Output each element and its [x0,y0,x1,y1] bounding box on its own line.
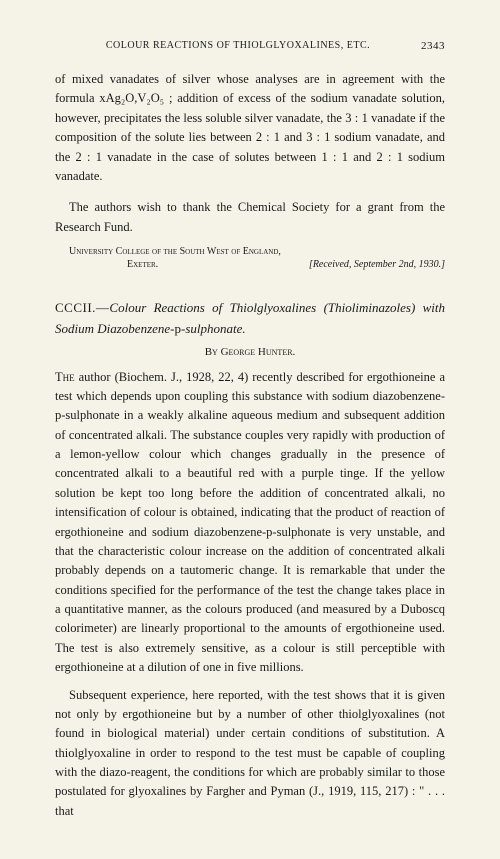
p1-first-word: The [55,370,75,384]
author-line: By George Hunter. [55,346,445,358]
affiliation-line1: University College of the South West of … [69,245,445,259]
received-date: [Received, September 2nd, 1930.] [309,259,445,270]
running-title: COLOUR REACTIONS OF THIOLGLYOXALINES, ET… [55,40,421,52]
page-container: COLOUR REACTIONS OF THIOLGLYOXALINES, ET… [0,0,500,859]
article-title: CCCII.—Colour Reactions of Thiolglyoxali… [55,298,445,340]
affiliation-line2: Exeter. [Received, September 2nd, 1930.] [127,259,445,270]
title-part1: Colour Reactions of Thiolglyoxalines [109,300,316,315]
prev-article-paragraph: of mixed vanadates of silver whose analy… [55,70,445,186]
article-paragraph-1: The author (Biochem. J., 1928, 22, 4) re… [55,368,445,678]
author-name: George Hunter. [221,346,296,358]
page-number: 2343 [421,40,445,52]
article-paragraph-2: Subsequent experience, here reported, wi… [55,686,445,822]
acknowledgment-text: The authors wish to thank the Chemical S… [55,198,445,237]
running-header: COLOUR REACTIONS OF THIOLGLYOXALINES, ET… [55,40,445,52]
affiliation-place: Exeter. [127,259,158,270]
author-by: By [205,346,218,358]
article-number: CCCII.— [55,300,109,315]
p1-rest: author (Biochem. J., 1928, 22, 4) recent… [55,370,445,675]
title-part3: -sulphonate. [181,321,246,336]
